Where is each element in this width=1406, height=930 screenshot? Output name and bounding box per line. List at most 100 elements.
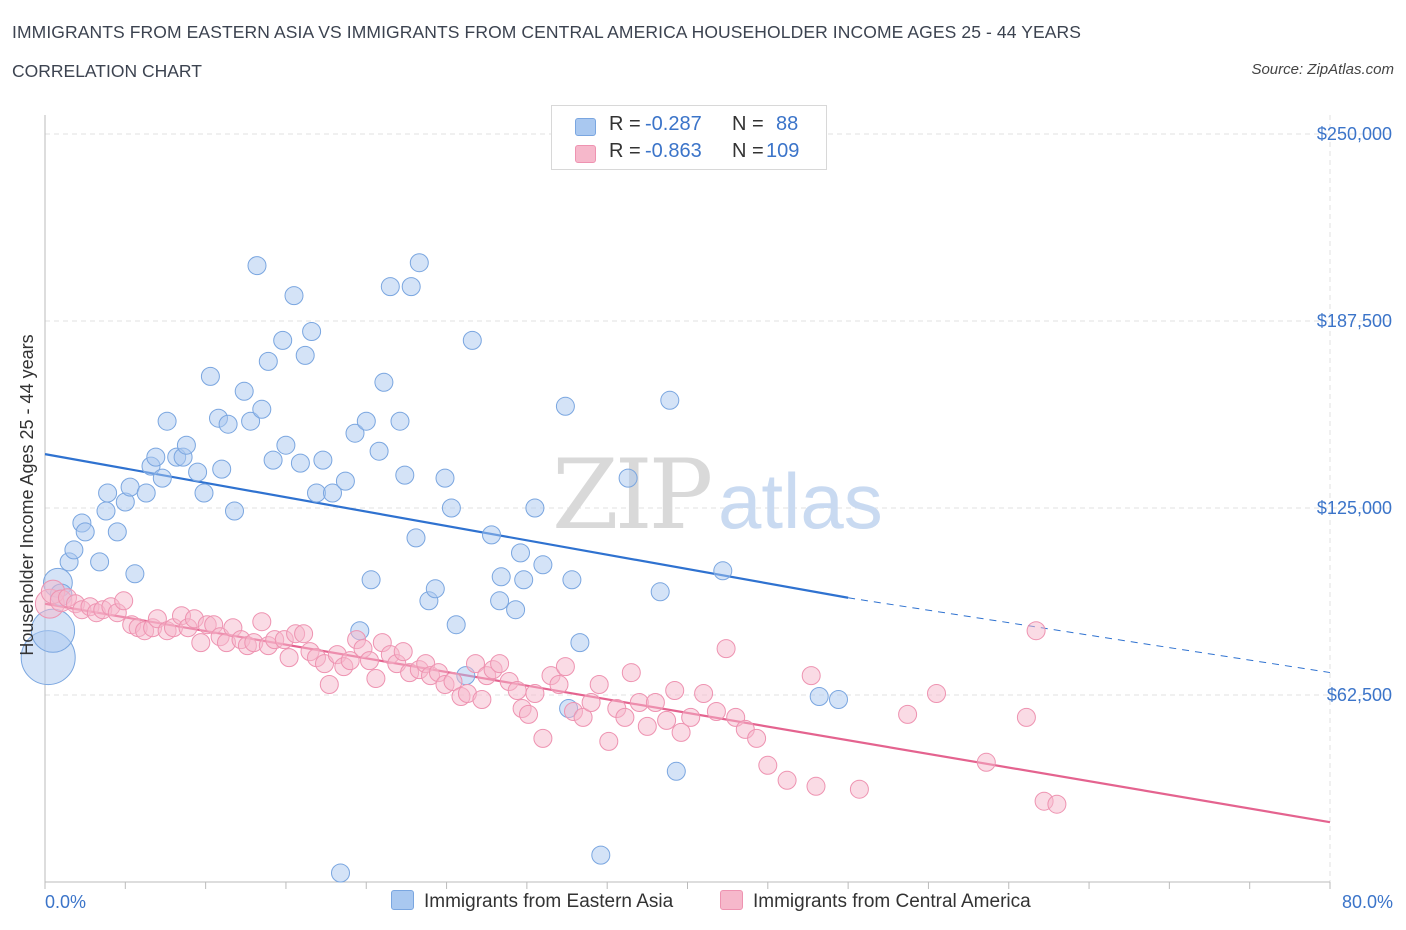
point-eastern-asia [345, 423, 365, 443]
point-central-america [599, 731, 619, 751]
source-credit: Source: ZipAtlas.com [1251, 61, 1394, 78]
point-central-america [490, 654, 510, 674]
point-central-america [589, 675, 609, 694]
point-eastern-asia [490, 591, 510, 611]
point-central-america [637, 716, 657, 736]
point-eastern-asia [96, 501, 116, 521]
point-eastern-asia [374, 372, 394, 392]
point-central-america [1016, 707, 1036, 727]
legend-r-value: -0.863 [645, 140, 702, 162]
point-eastern-asia [125, 564, 145, 584]
point-eastern-asia [146, 447, 166, 467]
point-eastern-asia [666, 761, 686, 781]
point-eastern-asia [482, 525, 501, 545]
point-eastern-asia [263, 450, 283, 470]
point-eastern-asia [525, 498, 545, 518]
point-eastern-asia [713, 561, 733, 581]
point-eastern-asia [273, 330, 293, 350]
point-eastern-asia [425, 579, 445, 599]
legend-r-label: R = [609, 140, 641, 162]
point-eastern-asia [75, 522, 95, 542]
point-central-america [615, 707, 635, 727]
point-eastern-asia [395, 465, 415, 485]
point-central-america [898, 704, 918, 724]
legend-item-eastern-asia: Immigrants from Eastern Asia [391, 890, 673, 913]
point-eastern-asia [225, 501, 244, 521]
x-tick-label: 0.0% [45, 892, 86, 912]
axes [44, 115, 1331, 889]
point-eastern-asia [234, 381, 254, 401]
point-eastern-asia [295, 345, 315, 365]
point-central-america [681, 707, 701, 727]
point-central-america [279, 648, 299, 668]
point-eastern-asia [555, 396, 575, 416]
point-central-america [671, 722, 691, 742]
legend-n-label: N = [732, 140, 764, 162]
point-central-america [472, 690, 492, 709]
point-eastern-asia [194, 483, 214, 503]
point-eastern-asia [276, 435, 296, 455]
point-central-america [758, 755, 778, 775]
legend-label-central-america: Immigrants from Central America [753, 891, 1031, 912]
point-eastern-asia [514, 570, 534, 590]
x-tick-label: 80.0% [1342, 892, 1393, 912]
point-central-america [519, 704, 538, 724]
chart-subtitle: CORRELATION CHART [12, 61, 202, 81]
legend-n-value: 88 [776, 113, 799, 135]
point-central-america [747, 728, 767, 748]
point-eastern-asia [562, 570, 582, 590]
point-central-america [621, 663, 641, 683]
point-eastern-asia [506, 600, 526, 620]
point-central-america [581, 693, 601, 712]
point-eastern-asia [323, 483, 342, 503]
point-central-america [573, 707, 593, 727]
point-eastern-asia [462, 330, 482, 350]
point-eastern-asia [335, 471, 355, 491]
point-eastern-asia [406, 528, 426, 548]
point-central-america [629, 693, 649, 712]
tick-labels: $62,500 $125,000 $187,500 $250,000 0.0% 80.0% [45, 124, 1393, 912]
point-eastern-asia [188, 462, 208, 482]
point-central-america [694, 684, 714, 703]
point-eastern-asia [570, 633, 590, 653]
point-central-america [319, 675, 339, 694]
legend-label-eastern-asia: Immigrants from Eastern Asia [424, 891, 674, 912]
point-eastern-asia [212, 459, 232, 479]
point-central-america [366, 669, 386, 688]
point-central-america [252, 612, 272, 632]
y-tick-label: $250,000 [1317, 124, 1392, 144]
legend-swatch-pink [720, 890, 743, 910]
point-eastern-asia [356, 411, 376, 431]
point-eastern-asia [361, 570, 381, 590]
point-eastern-asia [247, 256, 267, 276]
point-eastern-asia [290, 453, 310, 473]
point-eastern-asia [441, 498, 461, 518]
point-eastern-asia [390, 411, 410, 431]
point-eastern-asia [200, 366, 220, 386]
point-eastern-asia [618, 468, 638, 488]
stats-legend: R = -0.287 N = 88 R = -0.863 N = 109 [551, 105, 827, 170]
point-eastern-asia [258, 351, 278, 371]
point-central-america [1047, 794, 1067, 814]
y-tick-label: $125,000 [1317, 498, 1392, 518]
point-eastern-asia [331, 863, 350, 883]
point-eastern-asia [120, 477, 140, 497]
point-central-america [443, 672, 463, 691]
legend-n-value: 109 [766, 140, 800, 162]
trend-line-eastern-asia-extension [848, 597, 1331, 674]
point-eastern-asia [252, 399, 272, 419]
point-eastern-asia [650, 582, 670, 602]
point-central-america [806, 776, 826, 796]
point-central-america [393, 642, 413, 662]
point-central-america [114, 591, 134, 611]
point-eastern-asia [152, 468, 172, 488]
gridlines [45, 115, 1392, 882]
point-eastern-asia [313, 450, 333, 470]
point-eastern-asia [176, 435, 196, 455]
point-central-america [657, 710, 677, 730]
legend-r-label: R = [609, 113, 641, 135]
point-eastern-asia [107, 522, 127, 542]
point-eastern-asia [511, 543, 530, 563]
point-central-america [533, 728, 553, 748]
point-central-america [507, 681, 527, 700]
